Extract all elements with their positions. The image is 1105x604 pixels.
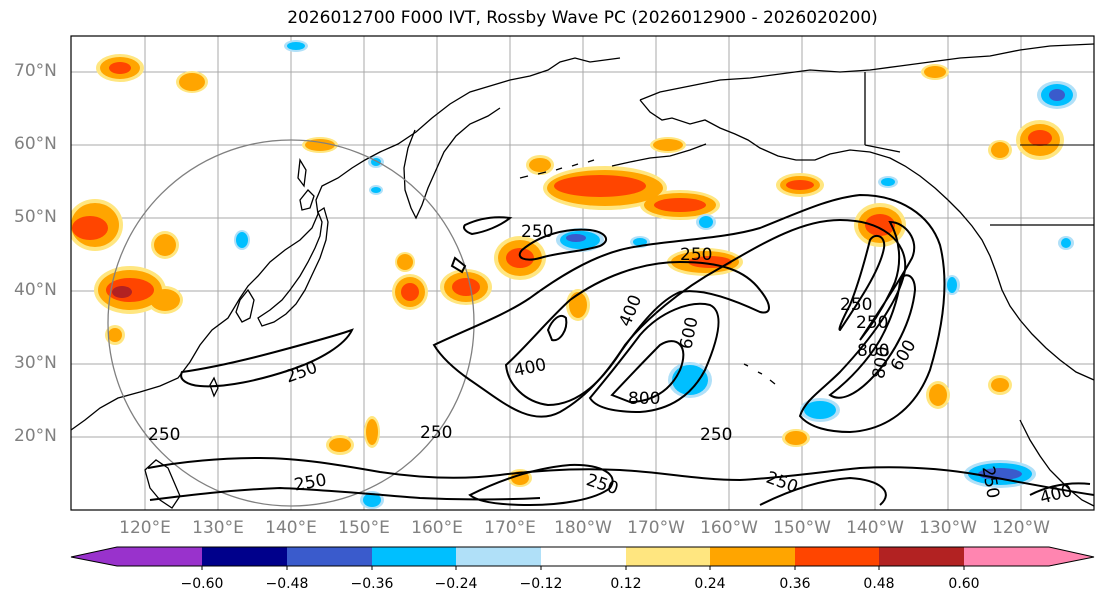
- colorbar-segment: [202, 547, 287, 566]
- colorbar-tick-label: 0.12: [610, 576, 642, 592]
- lon-label: 140°W: [846, 518, 904, 538]
- lon-label: 130°E: [192, 518, 244, 538]
- contour-label: 250: [148, 425, 180, 445]
- contour-label: 250: [700, 425, 732, 445]
- colorbar-tick-label: −0.60: [180, 576, 224, 592]
- map-frame: [70, 35, 1095, 511]
- contour-label: 250: [521, 222, 553, 242]
- lon-label: 160°W: [700, 518, 758, 538]
- lon-label: 120°W: [992, 518, 1050, 538]
- colorbar-tick-label: 0.24: [694, 576, 726, 592]
- colorbar-tick-label: 0.36: [779, 576, 811, 592]
- contour-label: 250: [420, 423, 452, 443]
- map-title: 2026012700 F000 IVT, Rossby Wave PC (202…: [287, 8, 878, 28]
- colorbar: [70, 546, 1095, 570]
- colorbar-tick-label: −0.36: [350, 576, 394, 592]
- colorbar-tick-label: 0.48: [863, 576, 895, 592]
- colorbar-tick-label: −0.12: [519, 576, 563, 592]
- colorbar-extend-high: [1049, 547, 1094, 566]
- contour-labels: 250 400 600 800 250 250 400 800 250 250 …: [148, 222, 1074, 509]
- contour-label: 250: [840, 295, 872, 315]
- contour-label: 800: [628, 389, 660, 409]
- ivt-contours: [147, 193, 1094, 507]
- colorbar-segment: [456, 547, 541, 566]
- lon-label: 170°W: [627, 518, 685, 538]
- lon-label: 180°W: [554, 518, 612, 538]
- colorbar-segment: [117, 547, 202, 566]
- colorbar-tick-label: 0.60: [948, 576, 980, 592]
- lat-label: 30°N: [14, 353, 57, 373]
- lat-label: 40°N: [14, 280, 57, 300]
- contour-label: 250: [680, 245, 712, 265]
- region-circle: [107, 139, 475, 507]
- lon-label: 160°E: [411, 518, 463, 538]
- colorbar-tick-label: −0.48: [265, 576, 309, 592]
- colorbar-segment: [372, 547, 456, 566]
- colorbar-segment: [626, 547, 710, 566]
- lat-label: 50°N: [14, 207, 57, 227]
- colorbar-segment: [964, 547, 1049, 566]
- positive-anomaly-fills: [71, 54, 1064, 487]
- lat-label: 20°N: [14, 426, 57, 446]
- lat-label: 60°N: [14, 134, 57, 154]
- lon-label: 120°E: [119, 518, 171, 538]
- colorbar-extend-low: [71, 547, 117, 566]
- colorbar-segment: [795, 547, 879, 566]
- colorbar-segment: [879, 547, 964, 566]
- colorbar-segment: [541, 547, 626, 566]
- lat-label: 70°N: [14, 61, 57, 81]
- lon-label: 150°W: [773, 518, 831, 538]
- lon-label: 140°E: [265, 518, 317, 538]
- lon-label: 170°E: [484, 518, 536, 538]
- colorbar-segment: [710, 547, 795, 566]
- lon-label: 130°W: [919, 518, 977, 538]
- colorbar-segment: [287, 547, 372, 566]
- contour-label: 800: [857, 341, 889, 361]
- contour-label: 250: [856, 313, 888, 333]
- colorbar-tick-label: −0.24: [434, 576, 478, 592]
- lon-label: 150°E: [338, 518, 390, 538]
